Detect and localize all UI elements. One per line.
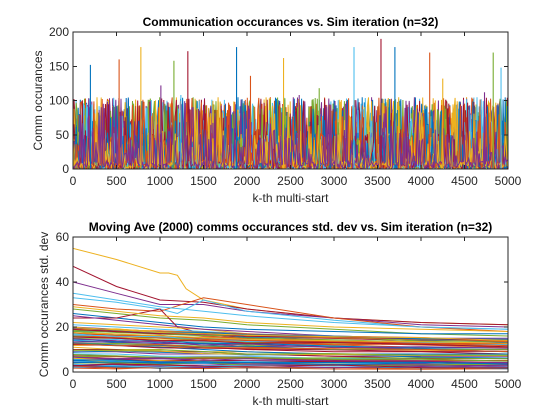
series-line-s32 [73, 292, 508, 330]
chart-title-2: Moving Ave (2000) comms occurances std. … [89, 220, 493, 234]
series-line-band [73, 329, 508, 342]
series-line-band [73, 332, 508, 344]
x-tick-label: 2000 [234, 174, 261, 188]
series-line-band [73, 365, 508, 370]
ticks-2: 0 500 1000 1500 2000 2500 3000 3500 4000 4500 5000… [56, 230, 522, 391]
x-tick-label: 1500 [190, 174, 217, 188]
series-line-band [73, 336, 508, 348]
chart-title-1: Communication occurances vs. Sim iterati… [143, 15, 439, 29]
y-tick-label: 20 [56, 320, 70, 334]
series-line-s3 [73, 281, 508, 328]
series-line-band [73, 326, 508, 341]
series-line-band [73, 363, 508, 369]
series-line-band [73, 359, 508, 365]
x-tick-label: 3000 [321, 377, 348, 391]
x-tick-label: 1500 [190, 377, 217, 391]
x-tick-label: 2500 [277, 377, 304, 391]
x-tick-label: 3000 [321, 174, 348, 188]
plot-area-1 [73, 38, 508, 169]
series-line-s7 [73, 313, 508, 335]
plot-area-2 [73, 247, 508, 370]
x-axis-label-2: k-th multi-start [252, 394, 329, 408]
x-tick-label: 0 [70, 377, 77, 391]
y-tick-label: 100 [49, 94, 69, 108]
series-line-band [73, 362, 508, 367]
x-tick-label: 4500 [451, 174, 478, 188]
y-axis-label-2: Comm occurances std. dev [37, 232, 51, 377]
y-tick-label: 0 [62, 162, 69, 176]
x-tick-label: 2000 [234, 377, 261, 391]
y-tick-label: 150 [49, 59, 69, 73]
x-tick-label: 0 [70, 174, 77, 188]
x-tick-label: 3500 [364, 174, 391, 188]
y-tick-label: 40 [56, 275, 70, 289]
y-tick-label: 200 [49, 25, 69, 39]
x-tick-label: 5000 [495, 377, 522, 391]
x-tick-label: 500 [106, 174, 126, 188]
y-tick-label: 60 [56, 230, 70, 244]
x-tick-label: 5000 [495, 174, 522, 188]
series-line-band [73, 338, 508, 349]
x-axis-label-1: k-th multi-start [252, 191, 329, 205]
x-tick-label: 2500 [277, 174, 304, 188]
series-line-band [73, 343, 508, 353]
y-tick-label: 50 [56, 128, 70, 142]
x-tick-label: 500 [106, 377, 126, 391]
x-tick-label: 1000 [147, 174, 174, 188]
subplot-moving-ave-std-dev: 0 500 1000 1500 2000 2500 3000 3500 4000 4500 5000… [37, 220, 522, 408]
x-tick-label: 4000 [408, 174, 435, 188]
series-line-s4 [73, 297, 508, 330]
series-line-band [73, 349, 508, 356]
subplot-communication-occurances: 0 500 1000 1500 2000 2500 3000 3500 4000 4500 5000… [31, 15, 522, 205]
series-line-band [73, 361, 508, 366]
series-line-s5 [73, 297, 508, 332]
y-tick-label: 0 [62, 365, 69, 379]
series-line-band [73, 356, 508, 364]
x-tick-label: 4500 [451, 377, 478, 391]
x-tick-label: 1000 [147, 377, 174, 391]
ticks-1: 0 500 1000 1500 2000 2500 3000 3500 4000 4500 5000… [49, 25, 522, 188]
series-line-s23 [73, 306, 508, 332]
series-line-band [73, 332, 508, 345]
x-tick-label: 3500 [364, 377, 391, 391]
series-line-band [73, 355, 508, 362]
y-axis-label-1: Comm occurances [31, 50, 45, 150]
x-tick-label: 4000 [408, 377, 435, 391]
